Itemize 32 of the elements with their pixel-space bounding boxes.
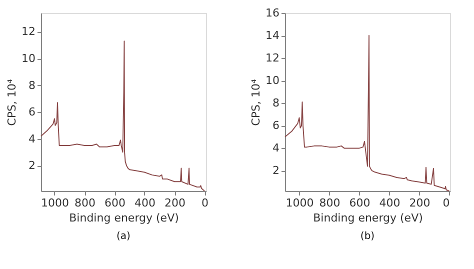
- y-axis-title: CPS, 10⁴: [250, 78, 263, 126]
- x-tick-label: 200: [409, 196, 430, 210]
- y-axis-title: CPS, 10⁴: [6, 78, 19, 126]
- y-tick-label: 10: [266, 74, 280, 88]
- text: (a): [116, 231, 131, 242]
- x-tick-label: 200: [164, 196, 186, 210]
- y-tick-label: 4: [272, 142, 280, 155]
- y-tick-label: 6: [272, 119, 280, 132]
- x-tick-label: 800: [319, 196, 340, 210]
- y-tick-label: 2: [28, 159, 36, 172]
- x-tick-label: 400: [134, 196, 156, 210]
- x-tick-label: 400: [379, 196, 400, 210]
- y-tick-label: 4: [28, 132, 36, 146]
- y-tick-label: 12: [266, 52, 280, 65]
- y-tick-label: 2: [272, 164, 280, 178]
- x-tick-label: 800: [74, 196, 96, 210]
- x-tick-label: 0: [442, 196, 450, 210]
- text: (b): [360, 231, 375, 242]
- y-tick-label: 10: [22, 52, 36, 66]
- y-tick-label: 8: [28, 78, 36, 92]
- x-axis-title: Binding energy (eV): [313, 212, 423, 224]
- y-tick-label: 14: [266, 29, 280, 42]
- y-tick-label: 16: [266, 6, 280, 20]
- x-tick-label: 600: [349, 196, 370, 210]
- y-tick-label: 6: [28, 106, 36, 119]
- x-tick-label: 1000: [286, 196, 314, 210]
- x-tick-label: 0: [202, 196, 208, 210]
- x-tick-label: 1000: [41, 196, 69, 210]
- x-axis-title: Binding energy (eV): [69, 212, 179, 224]
- x-tick-label: 600: [104, 196, 126, 210]
- y-tick-label: 8: [272, 96, 280, 110]
- y-tick-label: 12: [22, 25, 36, 38]
